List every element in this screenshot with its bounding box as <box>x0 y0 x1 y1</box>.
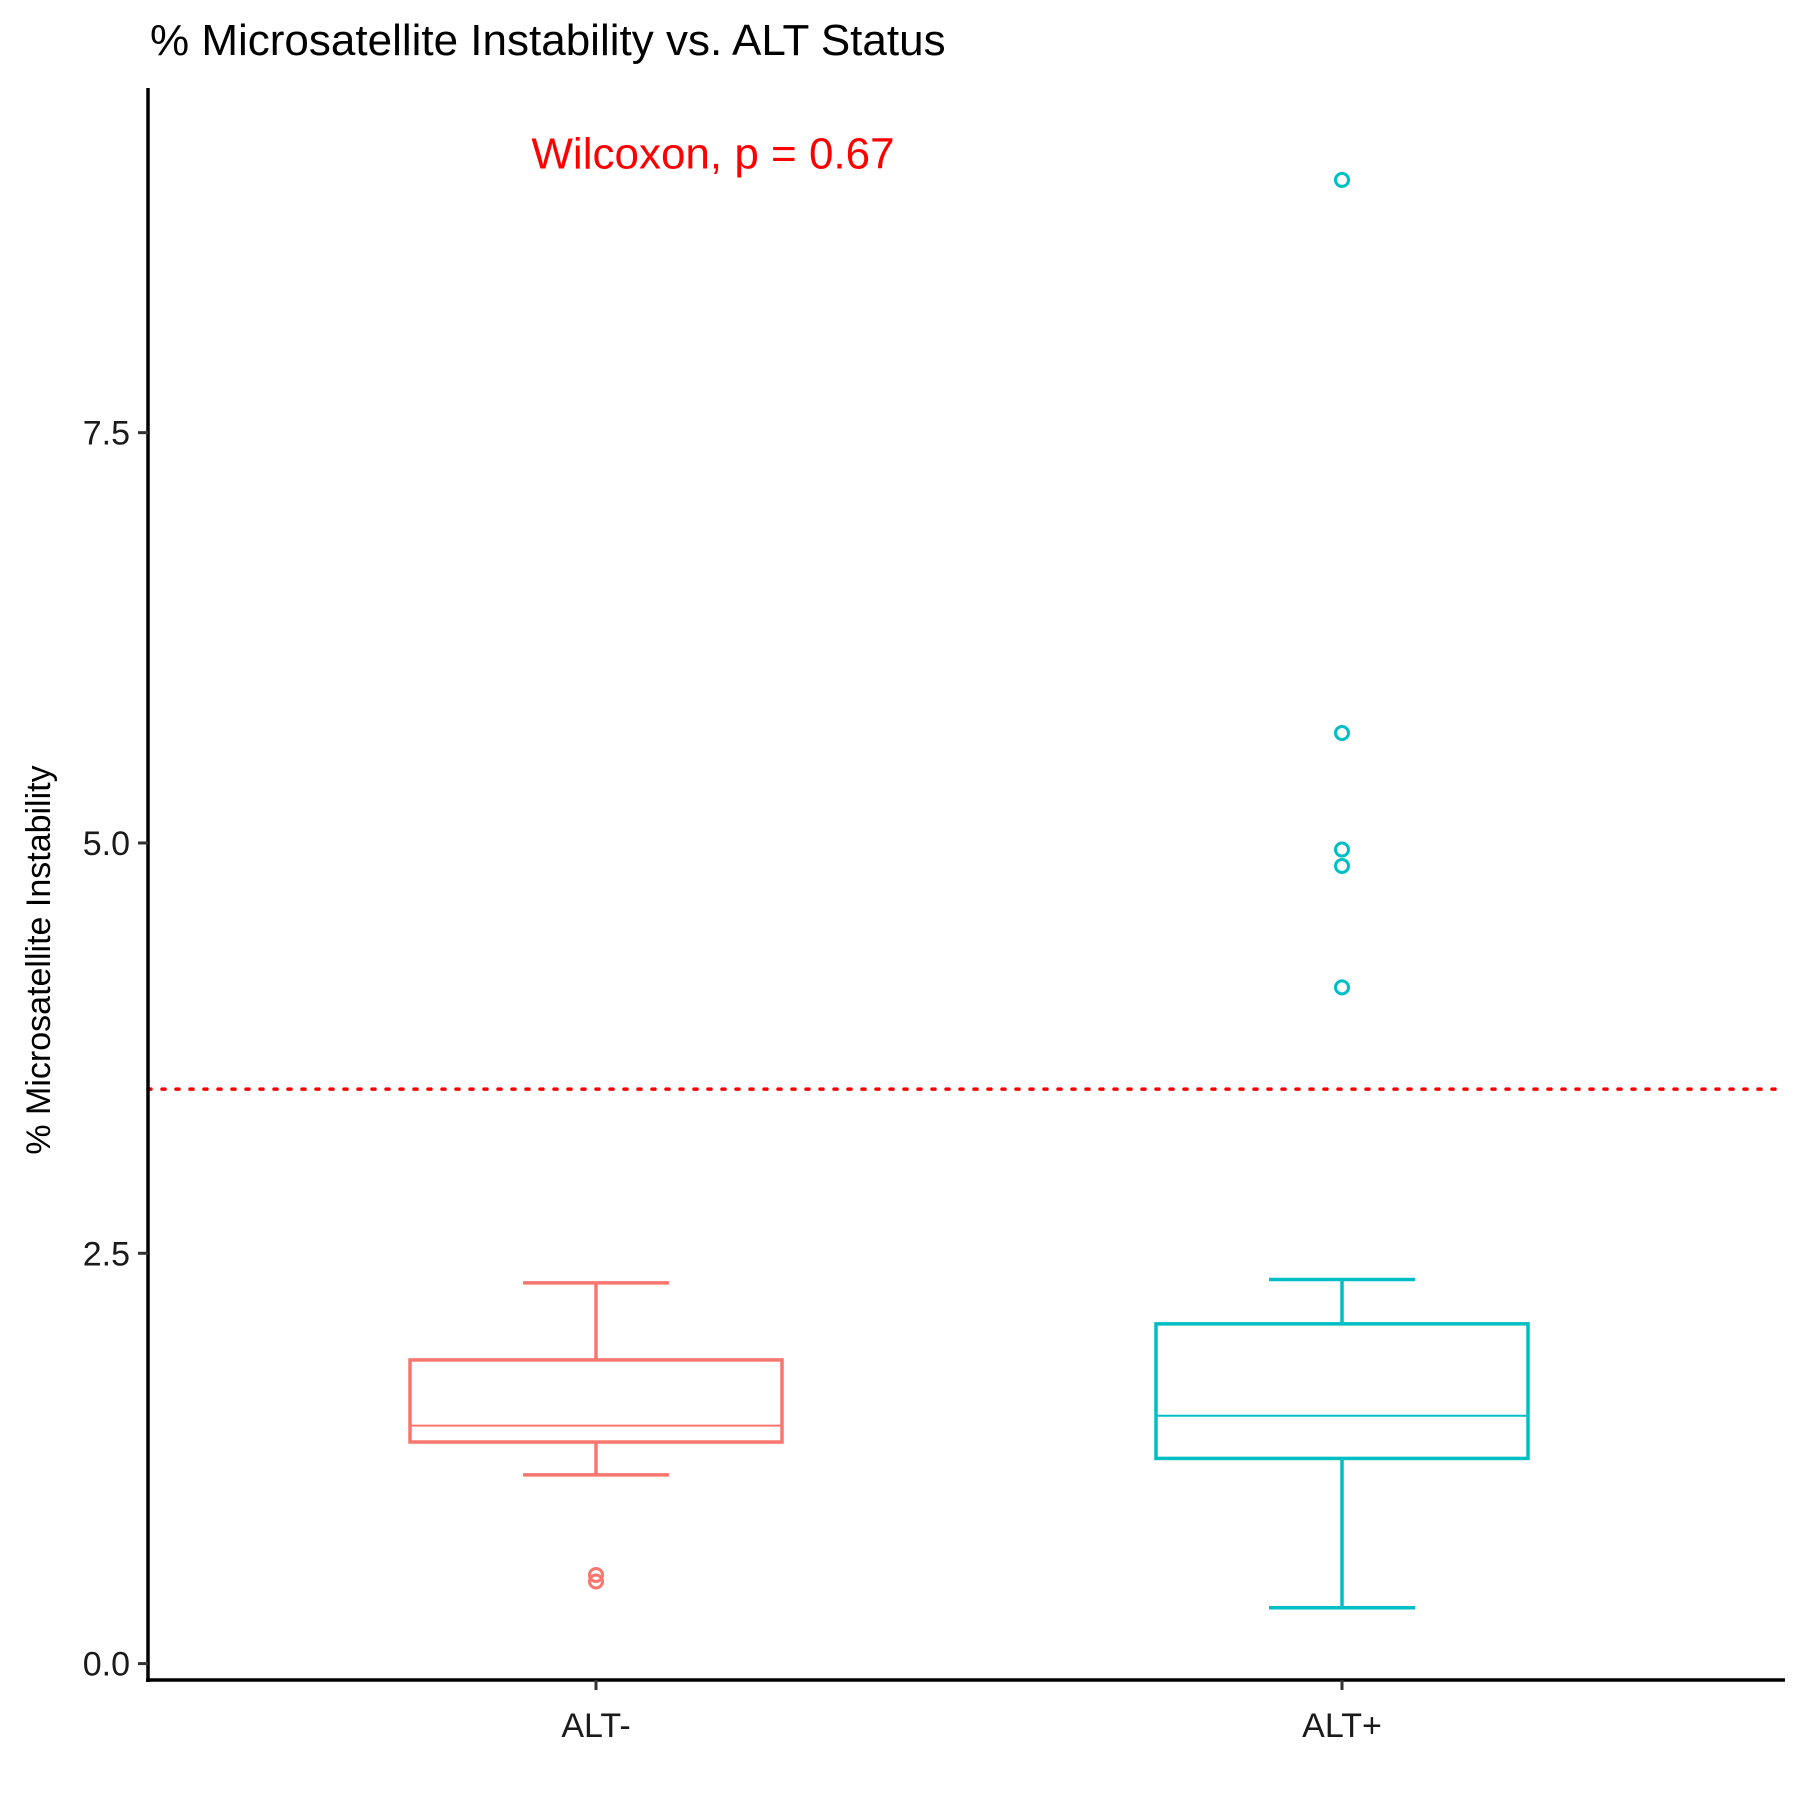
box-alt-minus <box>408 1358 784 1444</box>
y-axis-label: % Microsatellite Instability <box>20 765 58 1154</box>
wilcoxon-annotation: Wilcoxon, p = 0.67 <box>531 130 894 179</box>
outlier-point-alt-plus <box>1334 979 1350 996</box>
outlier-point-alt-minus <box>588 1573 604 1590</box>
box-alt-plus <box>1154 1322 1530 1461</box>
outlier-point-alt-plus <box>1334 171 1350 188</box>
x-tick-label: ALT+ <box>1302 1707 1382 1745</box>
outlier-point-alt-minus <box>588 1566 604 1583</box>
outlier-point-alt-plus <box>1334 857 1350 874</box>
x-tick-label: ALT- <box>561 1707 630 1745</box>
y-tick-label: 2.5 <box>83 1235 130 1273</box>
plot-area: 0.0 2.5 5.0 7.5 ALT- ALT+ <box>83 88 1787 1745</box>
y-tick-label: 0.0 <box>83 1646 130 1684</box>
chart-title: % Microsatellite Instability vs. ALT Sta… <box>150 16 946 65</box>
outlier-point-alt-plus <box>1334 841 1350 858</box>
outlier-point-alt-plus <box>1334 725 1350 742</box>
y-tick-label: 7.5 <box>83 415 130 453</box>
y-tick-label: 5.0 <box>83 825 130 863</box>
